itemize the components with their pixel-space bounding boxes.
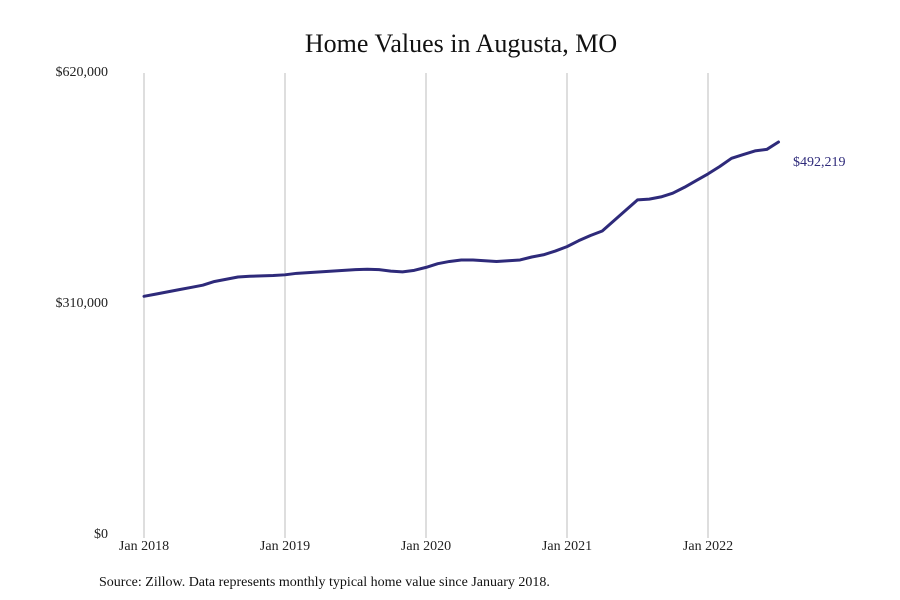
data-point [482, 258, 487, 263]
data-point [682, 185, 687, 190]
data-point [706, 171, 711, 176]
data-point [294, 271, 299, 276]
y-axis-labels: $0 $310,000 $620,000 [56, 65, 109, 542]
data-point [459, 257, 464, 262]
chart-title: Home Values in Augusta, MO [305, 29, 617, 58]
data-point [471, 257, 476, 262]
series-line [142, 140, 780, 298]
data-point [400, 269, 405, 274]
data-point [283, 272, 288, 277]
x-tick-label-4: Jan 2022 [683, 539, 733, 554]
data-point [659, 194, 664, 199]
y-tick-label-2: $620,000 [56, 65, 109, 80]
data-point [506, 258, 511, 263]
data-point [177, 287, 182, 292]
data-point [330, 269, 335, 274]
x-tick-label-1: Jan 2019 [260, 539, 310, 554]
data-point [236, 275, 241, 280]
x-axis-labels: Jan 2018 Jan 2019 Jan 2020 Jan 2021 Jan … [119, 539, 733, 554]
data-point [200, 283, 205, 288]
data-point [529, 255, 534, 260]
end-value-label: $492,219 [793, 155, 846, 170]
x-tick-label-0: Jan 2018 [119, 539, 169, 554]
y-tick-label-0: $0 [94, 527, 108, 542]
data-point [776, 140, 781, 145]
data-point [447, 259, 452, 264]
data-point [424, 265, 429, 270]
data-point [753, 148, 758, 153]
x-tick-label-2: Jan 2020 [401, 539, 451, 554]
source-note: Source: Zillow. Data represents monthly … [99, 575, 550, 590]
data-point [341, 268, 346, 273]
data-point [588, 233, 593, 238]
data-point [741, 152, 746, 157]
data-point [189, 285, 194, 290]
data-point [388, 269, 393, 274]
data-point [153, 292, 158, 297]
data-point [494, 259, 499, 264]
data-point [142, 294, 147, 299]
data-point [541, 252, 546, 257]
data-point [212, 279, 217, 284]
data-point [623, 208, 628, 213]
data-point [365, 267, 370, 272]
data-point [647, 197, 652, 202]
data-point [318, 269, 323, 274]
data-point [729, 156, 734, 161]
data-point [259, 273, 264, 278]
gridlines [143, 73, 709, 538]
data-point [612, 218, 617, 223]
x-tick-label-3: Jan 2021 [542, 539, 592, 554]
data-point [271, 273, 276, 278]
data-point [377, 267, 382, 272]
series-layer [142, 140, 781, 299]
data-point [576, 238, 581, 243]
data-point [670, 191, 675, 196]
data-point [764, 147, 769, 152]
data-point [306, 270, 311, 275]
data-point [565, 244, 570, 249]
data-point [224, 277, 229, 282]
data-point [635, 197, 640, 202]
data-point [247, 274, 252, 279]
data-point [435, 261, 440, 266]
data-point [553, 249, 558, 254]
data-point [353, 267, 358, 272]
data-point [518, 257, 523, 262]
data-point [717, 164, 722, 169]
data-point [165, 289, 170, 294]
data-point [412, 268, 417, 273]
data-point [600, 229, 605, 234]
y-tick-label-1: $310,000 [56, 296, 109, 311]
data-point [694, 178, 699, 183]
